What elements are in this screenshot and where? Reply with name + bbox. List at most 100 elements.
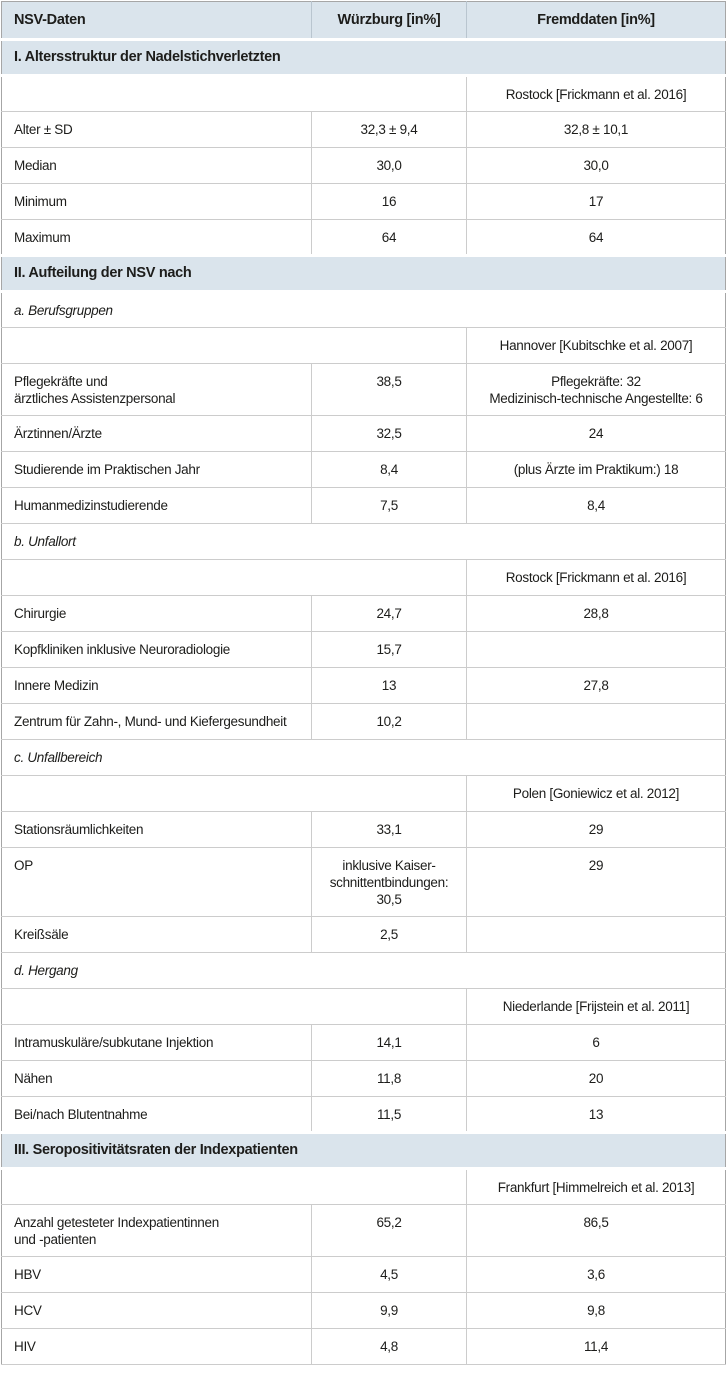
row-label-cell: Alter ± SD [1, 111, 312, 148]
fremddaten-source-citation: Rostock [Frickmann et al. 2016] [466, 559, 726, 596]
subsection-title: d. Hergang [1, 952, 726, 989]
fremddaten-value-cell: (plus Ärzte im Praktikum:) 18 [466, 451, 726, 488]
data-row: Stationsräumlichkeiten 33,1 29 [1, 811, 726, 848]
wuerzburg-value-cell: 38,5 [311, 363, 467, 416]
data-row: Minimum 16 17 [1, 183, 726, 220]
wuerzburg-value-cell: 11,5 [311, 1096, 467, 1133]
data-row: Ärztinnen/Ärzte 32,5 24 [1, 415, 726, 452]
subsection-row: d. Hergang [1, 952, 726, 989]
subsection-title: a. Berufsgruppen [1, 291, 726, 328]
row-label-cell: Maximum [1, 219, 312, 256]
section-title: I. Altersstruktur der Nadelstichverletzt… [1, 38, 726, 77]
fremddaten-source-citation: Rostock [Frickmann et al. 2016] [466, 75, 726, 112]
data-row: HCV 9,9 9,8 [1, 1292, 726, 1329]
data-row: OP inklusive Kaiser- schnittentbindungen:… [1, 847, 726, 917]
fremddaten-value-cell: 86,5 [466, 1204, 726, 1257]
empty-cell [1, 1168, 467, 1205]
section-title: II. Aufteilung der NSV nach [1, 254, 726, 293]
data-row: Bei/nach Blutentnahme 11,5 13 [1, 1096, 726, 1133]
empty-cell [1, 988, 467, 1025]
row-label-cell: Chirurgie [1, 595, 312, 632]
data-row: Chirurgie 24,7 28,8 [1, 595, 726, 632]
fremddaten-value-cell: 6 [466, 1024, 726, 1061]
row-label-cell: Studierende im Praktischen Jahr [1, 451, 312, 488]
data-row: Alter ± SD 32,3 ± 9,4 32,8 ± 10,1 [1, 111, 726, 148]
row-label-cell: Nähen [1, 1060, 312, 1097]
wuerzburg-value-cell: 32,3 ± 9,4 [311, 111, 467, 148]
fremddaten-value-cell: Pflegekräfte: 32 Medizinisch-technische … [466, 363, 726, 416]
data-row: HBV 4,5 3,6 [1, 1256, 726, 1293]
fremddaten-value-cell [466, 703, 726, 740]
row-label-cell: Kopfkliniken inklusive Neuroradiologie [1, 631, 312, 668]
fremddaten-value-cell: 20 [466, 1060, 726, 1097]
fremddaten-source-citation: Niederlande [Frijstein et al. 2011] [466, 988, 726, 1025]
wuerzburg-value-cell: 10,2 [311, 703, 467, 740]
fremddaten-value-cell: 24 [466, 415, 726, 452]
row-label-cell: Zentrum für Zahn-, Mund- und Kiefergesun… [1, 703, 312, 740]
section-row: II. Aufteilung der NSV nach [1, 254, 726, 293]
section-title: III. Seropositivitätsraten der Indexpati… [1, 1131, 726, 1170]
fremddaten-source-citation: Polen [Goniewicz et al. 2012] [466, 775, 726, 812]
wuerzburg-value-cell: 33,1 [311, 811, 467, 848]
row-label-cell: HCV [1, 1292, 312, 1329]
source-row: Rostock [Frickmann et al. 2016] [1, 75, 726, 112]
wuerzburg-value-cell: 14,1 [311, 1024, 467, 1061]
source-row: Frankfurt [Himmelreich et al. 2013] [1, 1168, 726, 1205]
data-row: Maximum 64 64 [1, 219, 726, 256]
row-label-cell: HBV [1, 1256, 312, 1293]
wuerzburg-value-cell: 64 [311, 219, 467, 256]
row-label-cell: Minimum [1, 183, 312, 220]
row-label-cell: Anzahl getesteter Indexpatientinnen und … [1, 1204, 312, 1257]
empty-cell [1, 775, 467, 812]
fremddaten-source-citation: Frankfurt [Himmelreich et al. 2013] [466, 1168, 726, 1205]
table-body: I. Altersstruktur der Nadelstichverletzt… [1, 38, 726, 1365]
fremddaten-value-cell: 9,8 [466, 1292, 726, 1329]
data-row: Innere Medizin 13 27,8 [1, 667, 726, 704]
column-header-wuerzburg: Würzburg [in%] [311, 1, 467, 41]
data-row: Intramuskuläre/subkutane Injektion 14,1 6 [1, 1024, 726, 1061]
data-row: Zentrum für Zahn-, Mund- und Kiefergesun… [1, 703, 726, 740]
wuerzburg-value-cell: 2,5 [311, 916, 467, 953]
row-label-cell: Innere Medizin [1, 667, 312, 704]
empty-cell [1, 559, 467, 596]
row-label-cell: OP [1, 847, 312, 917]
row-label-cell: Intramuskuläre/subkutane Injektion [1, 1024, 312, 1061]
wuerzburg-value-cell: 30,0 [311, 147, 467, 184]
fremddaten-value-cell: 29 [466, 811, 726, 848]
data-row: Studierende im Praktischen Jahr 8,4 (plus … [1, 451, 726, 488]
section-row: III. Seropositivitätsraten der Indexpati… [1, 1131, 726, 1170]
row-label-cell: Kreißsäle [1, 916, 312, 953]
fremddaten-value-cell: 32,8 ± 10,1 [466, 111, 726, 148]
subsection-row: c. Unfallbereich [1, 739, 726, 776]
subsection-title: c. Unfallbereich [1, 739, 726, 776]
data-row: Median 30,0 30,0 [1, 147, 726, 184]
fremddaten-source-citation: Hannover [Kubitschke et al. 2007] [466, 327, 726, 364]
wuerzburg-value-cell: 9,9 [311, 1292, 467, 1329]
row-label-cell: Bei/nach Blutentnahme [1, 1096, 312, 1133]
wuerzburg-value-cell: 32,5 [311, 415, 467, 452]
row-label-cell: Stationsräumlichkeiten [1, 811, 312, 848]
empty-cell [1, 327, 467, 364]
source-row: Rostock [Frickmann et al. 2016] [1, 559, 726, 596]
fremddaten-value-cell [466, 916, 726, 953]
subsection-title: b. Unfallort [1, 523, 726, 560]
source-row: Polen [Goniewicz et al. 2012] [1, 775, 726, 812]
wuerzburg-value-cell: 4,8 [311, 1328, 467, 1365]
row-label-cell: HIV [1, 1328, 312, 1365]
fremddaten-value-cell: 11,4 [466, 1328, 726, 1365]
data-row: Kopfkliniken inklusive Neuroradiologie 15… [1, 631, 726, 668]
data-row: Pflegekräfte und ärztliches Assistenzper… [1, 363, 726, 416]
source-row: Niederlande [Frijstein et al. 2011] [1, 988, 726, 1025]
wuerzburg-value-cell: 13 [311, 667, 467, 704]
subsection-row: b. Unfallort [1, 523, 726, 560]
table-header-row: NSV-Daten Würzburg [in%] Fremddaten [in%… [1, 1, 726, 41]
data-row: Humanmedizinstudierende 7,5 8,4 [1, 487, 726, 524]
row-label-cell: Pflegekräfte und ärztliches Assistenzper… [1, 363, 312, 416]
wuerzburg-value-cell: 16 [311, 183, 467, 220]
fremddaten-value-cell: 29 [466, 847, 726, 917]
column-header-nsv-daten: NSV-Daten [1, 1, 312, 41]
fremddaten-value-cell: 28,8 [466, 595, 726, 632]
wuerzburg-value-cell: 8,4 [311, 451, 467, 488]
